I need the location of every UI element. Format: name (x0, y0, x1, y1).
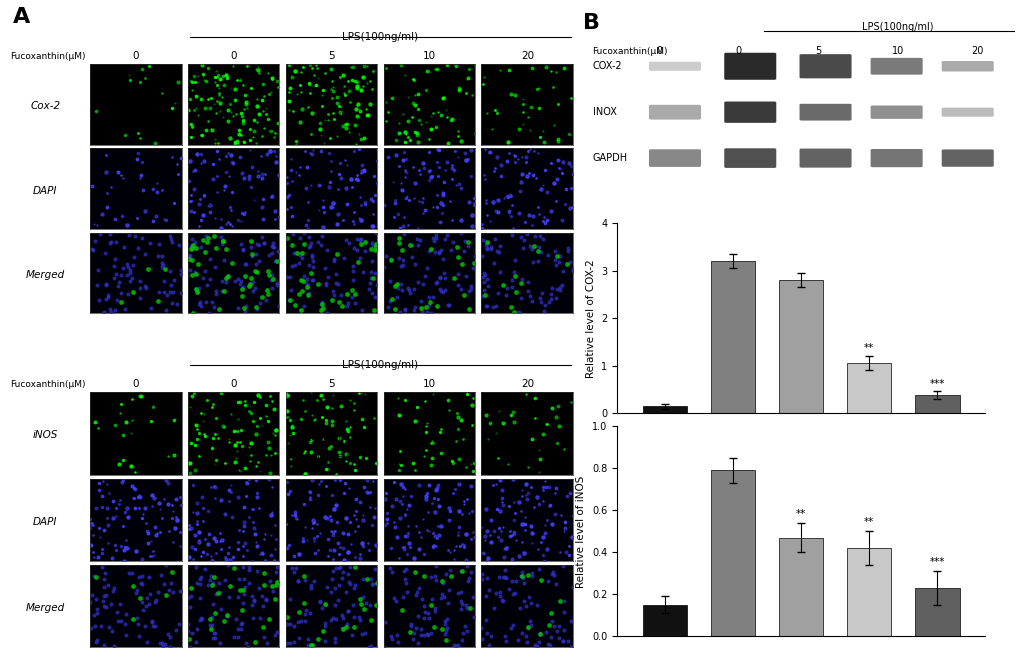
Text: ***: *** (928, 557, 945, 567)
Text: A: A (13, 7, 31, 26)
Text: 20: 20 (521, 379, 533, 388)
Text: Fucoxanthin(μM): Fucoxanthin(μM) (10, 380, 86, 388)
Bar (642, 406, 686, 413)
Text: 20: 20 (970, 46, 982, 56)
Text: Merged: Merged (25, 604, 65, 613)
Text: Fucoxanthin(μM): Fucoxanthin(μM) (285, 434, 361, 443)
Bar (779, 538, 822, 636)
Text: DAPI: DAPI (34, 186, 57, 195)
FancyBboxPatch shape (799, 104, 851, 121)
Text: 10: 10 (862, 433, 874, 443)
Text: 20: 20 (930, 433, 943, 443)
Text: 0: 0 (230, 379, 236, 388)
Text: 10: 10 (891, 46, 903, 56)
Text: Fucoxanthin(μM): Fucoxanthin(μM) (10, 52, 86, 60)
Text: iNOS: iNOS (33, 430, 58, 440)
FancyBboxPatch shape (723, 102, 775, 123)
Text: **: ** (795, 509, 805, 519)
Text: 5: 5 (814, 46, 820, 56)
Text: LPS(100ng/ml): LPS(100ng/ml) (342, 31, 418, 41)
Text: B: B (583, 13, 599, 33)
Bar (710, 470, 754, 636)
Text: +: + (796, 454, 804, 464)
Text: 10: 10 (423, 51, 435, 60)
Text: 0: 0 (735, 46, 741, 56)
FancyBboxPatch shape (941, 150, 993, 167)
Bar (914, 395, 959, 413)
Text: 0: 0 (132, 51, 139, 60)
Text: +: + (932, 454, 941, 464)
Text: **: ** (863, 517, 873, 527)
FancyBboxPatch shape (870, 149, 922, 167)
Text: 5: 5 (328, 51, 334, 60)
Bar (914, 588, 959, 636)
Text: +: + (729, 454, 737, 464)
Bar (846, 363, 891, 413)
Text: 10: 10 (423, 379, 435, 388)
FancyBboxPatch shape (941, 108, 993, 117)
Text: LPS(100ng/ml): LPS(100ng/ml) (285, 455, 352, 463)
Y-axis label: Relative level of COX-2: Relative level of COX-2 (585, 258, 595, 378)
FancyBboxPatch shape (648, 150, 700, 167)
FancyBboxPatch shape (941, 61, 993, 72)
FancyBboxPatch shape (870, 106, 922, 119)
Bar (642, 605, 686, 636)
Text: Cox-2: Cox-2 (31, 102, 60, 112)
Text: 5: 5 (328, 379, 334, 388)
Text: -: - (662, 454, 665, 464)
Text: 0: 0 (230, 51, 236, 60)
Text: Merged: Merged (25, 270, 65, 279)
Text: 20: 20 (521, 51, 533, 60)
Text: ***: *** (928, 379, 945, 388)
Bar (779, 280, 822, 413)
FancyBboxPatch shape (648, 62, 700, 71)
Text: INOX: INOX (592, 107, 615, 117)
Text: LPS(100ng/ml): LPS(100ng/ml) (342, 359, 418, 369)
FancyBboxPatch shape (799, 148, 851, 168)
FancyBboxPatch shape (870, 58, 922, 75)
FancyBboxPatch shape (723, 52, 775, 80)
Bar (710, 261, 754, 413)
Text: 5: 5 (797, 433, 803, 443)
Text: 0: 0 (655, 46, 662, 56)
Text: **: ** (863, 343, 873, 354)
FancyBboxPatch shape (799, 54, 851, 78)
Y-axis label: Relative level of iNOS: Relative level of iNOS (576, 475, 586, 588)
Text: Fucoxanthin(μM): Fucoxanthin(μM) (592, 47, 667, 56)
Bar (846, 548, 891, 636)
Text: +: + (864, 454, 872, 464)
FancyBboxPatch shape (648, 105, 700, 119)
Text: LPS(100ng/ml): LPS(100ng/ml) (861, 22, 932, 31)
Text: GAPDH: GAPDH (592, 153, 627, 163)
Text: -: - (731, 433, 734, 443)
FancyBboxPatch shape (723, 148, 775, 168)
Text: COX-2: COX-2 (592, 61, 622, 72)
Text: DAPI: DAPI (34, 517, 57, 527)
Text: 0: 0 (132, 379, 139, 388)
Text: -: - (662, 433, 665, 443)
